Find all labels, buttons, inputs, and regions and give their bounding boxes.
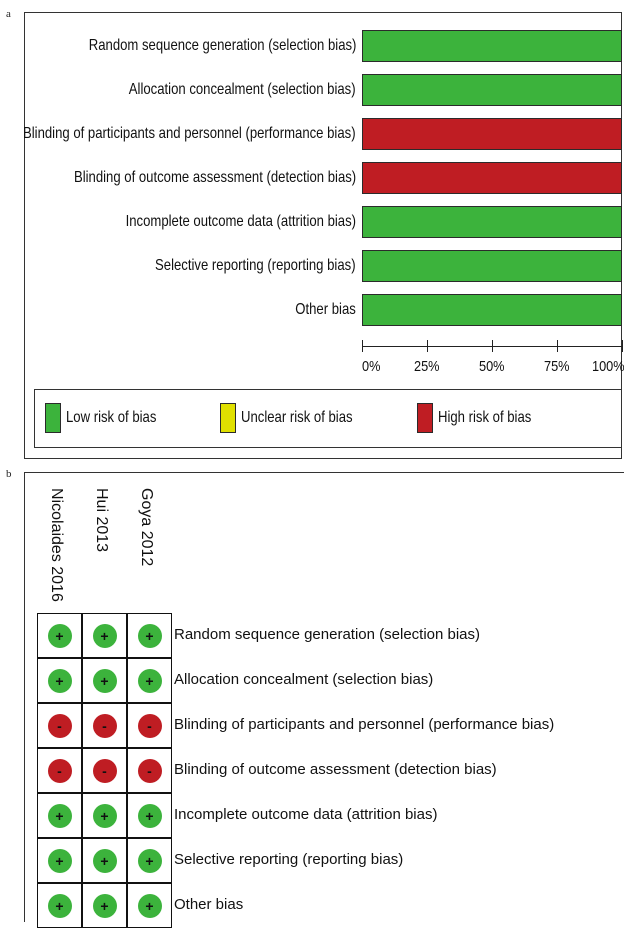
judgement-low-icon: + [47,803,72,828]
judgement-cell: + [37,658,82,703]
x-axis-tick [426,340,428,352]
judgement-low-icon: + [137,623,162,648]
bar-category-label: Allocation concealment (selection bias) [129,81,356,98]
judgement-cell: - [127,748,172,793]
judgement-low-icon: + [137,803,162,828]
bar-category-label: Blinding of participants and personnel (… [23,125,356,142]
judgement-low-icon: + [47,848,72,873]
panel-a-letter: a [6,8,11,20]
x-tick-label: 0% [362,358,381,375]
judgement-low-icon: + [137,668,162,693]
judgement-cell: + [37,883,82,928]
x-tick-label: 25% [414,358,440,375]
judgement-cell: - [37,748,82,793]
bar-category-label: Random sequence generation (selection bi… [88,37,356,54]
judgement-cell: + [127,838,172,883]
legend-swatch [417,403,433,433]
bar-category-label: Selective reporting (reporting bias) [155,257,356,274]
judgement-low-icon: + [92,803,117,828]
legend: Low risk of bias Unclear risk of bias High… [34,389,622,448]
bar-segment-low [362,250,622,282]
legend-item: Unclear risk of bias [220,403,377,433]
bar-segment-high [362,118,622,150]
judgement-low-icon: + [92,623,117,648]
judgement-low-icon: + [92,893,117,918]
domain-label: Blinding of participants and personnel (… [174,716,555,733]
study-header: Goya 2012 [138,488,155,567]
bar-segment-low [362,206,622,238]
judgement-cell: + [37,613,82,658]
legend-item: Low risk of bias [45,403,176,433]
judgement-cell: - [82,703,127,748]
judgement-low-icon: + [47,893,72,918]
judgement-cell: + [82,838,127,883]
bar-segment-low [362,30,622,62]
bar-segment-low [362,294,622,326]
x-tick-label: 50% [479,358,505,375]
judgement-cell: - [37,703,82,748]
bar-segment-high [362,162,622,194]
judgement-high-icon: - [137,713,162,738]
judgement-cell: + [127,793,172,838]
judgement-cell: + [127,883,172,928]
legend-label: Unclear risk of bias [241,409,353,426]
judgement-low-icon: + [92,848,117,873]
bar-segment-low [362,74,622,106]
judgement-cell: + [127,613,172,658]
legend-label: Low risk of bias [66,409,157,426]
judgement-low-icon: + [137,893,162,918]
judgement-cell: - [127,703,172,748]
judgement-cell: + [82,883,127,928]
judgement-high-icon: - [47,713,72,738]
judgement-cell: + [37,838,82,883]
judgement-cell: + [82,613,127,658]
study-header: Hui 2013 [93,488,110,553]
legend-swatch [45,403,61,433]
judgement-low-icon: + [137,848,162,873]
domain-label: Random sequence generation (selection bi… [174,626,481,643]
bar-category-label: Other bias [295,301,356,318]
judgement-cell: + [37,793,82,838]
judgement-cell: + [82,658,127,703]
judgement-high-icon: - [137,758,162,783]
x-axis-tick [556,340,558,352]
x-axis-tick [621,340,623,352]
study-header: Nicolaides 2016 [48,488,65,602]
judgement-low-icon: + [47,623,72,648]
judgement-high-icon: - [92,758,117,783]
x-axis-tick [361,340,363,352]
judgement-low-icon: + [47,668,72,693]
judgement-low-icon: + [92,668,117,693]
domain-label: Allocation concealment (selection bias) [174,671,434,688]
legend-item: High risk of bias [417,403,552,433]
domain-label: Other bias [174,896,244,913]
bar-category-label: Incomplete outcome data (attrition bias) [125,213,356,230]
x-tick-label: 75% [544,358,570,375]
legend-swatch [220,403,236,433]
panel-b-frame [24,472,624,922]
x-axis-tick [491,340,493,352]
judgement-high-icon: - [92,713,117,738]
x-tick-label: 100% [592,358,624,375]
legend-label: High risk of bias [438,409,532,426]
domain-label: Blinding of outcome assessment (detectio… [174,761,497,778]
panel-b-letter: b [6,468,12,480]
domain-label: Incomplete outcome data (attrition bias) [174,806,438,823]
judgement-cell: + [127,658,172,703]
bar-category-label: Blinding of outcome assessment (detectio… [73,169,356,186]
judgement-high-icon: - [47,758,72,783]
domain-label: Selective reporting (reporting bias) [174,851,404,868]
judgement-cell: - [82,748,127,793]
judgement-cell: + [82,793,127,838]
